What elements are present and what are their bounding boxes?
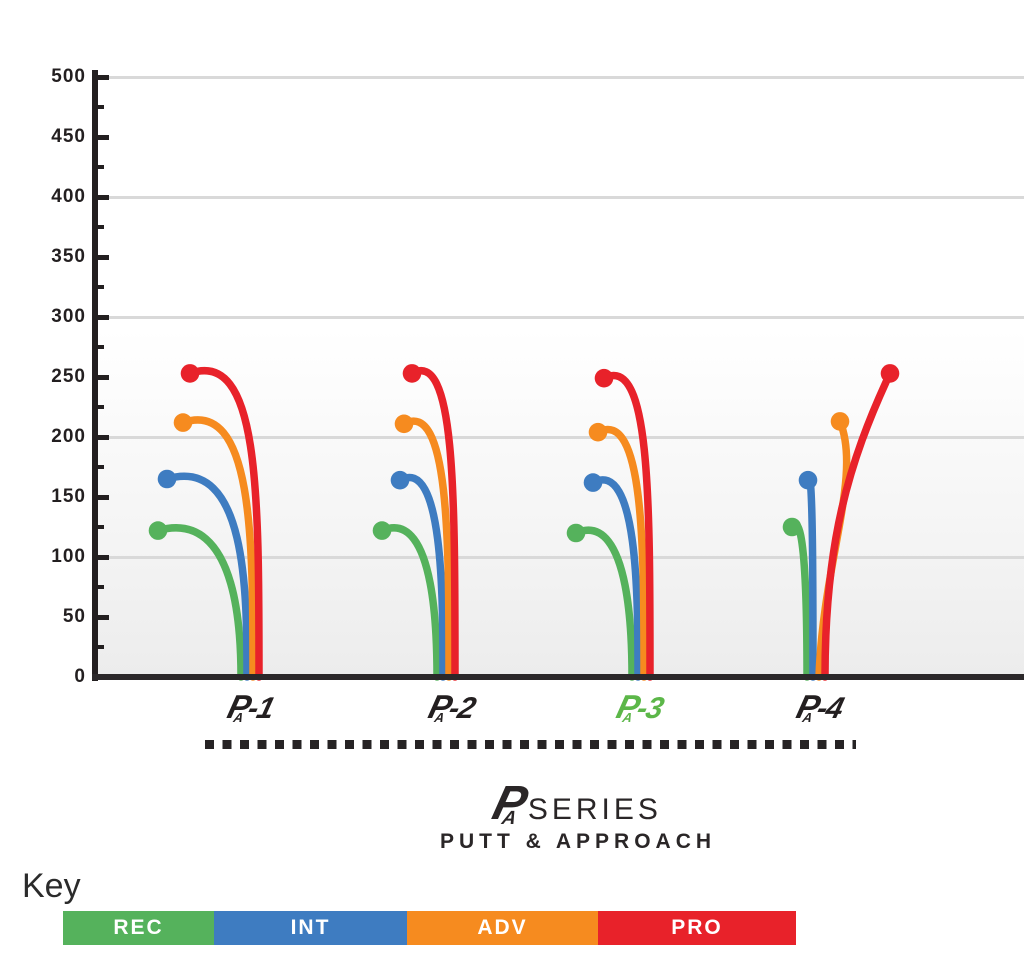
- y-axis-label-500: 500: [51, 66, 86, 87]
- x-axis-label-pa-4: PA-4: [793, 688, 848, 726]
- y-axis-label-50: 50: [62, 606, 86, 627]
- gridline-100: [98, 555, 1024, 559]
- key-segment-adv: ADV: [407, 911, 598, 945]
- key-segment-int: INT: [214, 911, 407, 945]
- series-word: SERIES: [527, 793, 662, 826]
- y-tick-50: [98, 614, 109, 620]
- flight-endpoint-pa-2-adv: [394, 414, 414, 434]
- y-tick-450: [98, 134, 109, 140]
- flight-path-pa-3-rec: [572, 526, 636, 681]
- pa-mark-icon: PA: [487, 777, 533, 830]
- flight-endpoint-pa-4-pro: [880, 364, 900, 383]
- x-axis-label-pa-3: PA-3: [613, 688, 668, 726]
- y-axis-label-300: 300: [51, 306, 86, 327]
- flight-path-pa-2-adv: [400, 417, 453, 681]
- dotted-divider: [205, 740, 856, 749]
- flight-path-pa-2-pro: [408, 367, 459, 681]
- y-tick-225: [98, 405, 104, 409]
- flight-endpoint-pa-2-rec: [372, 521, 392, 540]
- y-tick-500: [98, 74, 109, 80]
- flight-path-pa-1-rec: [154, 524, 245, 681]
- y-tick-200: [98, 434, 109, 440]
- key-segment-pro: PRO: [598, 911, 796, 945]
- flight-path-pa-3-adv: [594, 425, 648, 681]
- gridline-200: [98, 435, 1024, 439]
- gridline-300: [98, 315, 1024, 319]
- x-axis-label-pa-1: PA-1: [224, 688, 279, 726]
- y-tick-125: [98, 525, 104, 529]
- y-tick-325: [98, 285, 104, 289]
- y-axis-line: [92, 70, 98, 681]
- flight-path-pa-3-int: [589, 476, 642, 681]
- flight-endpoint-pa-2-int: [390, 470, 410, 490]
- flight-endpoint-pa-1-adv: [173, 413, 193, 432]
- flight-endpoint-pa-1-pro: [180, 364, 200, 383]
- y-tick-350: [98, 254, 109, 260]
- flight-path-pa-3-pro: [600, 372, 654, 681]
- key-legend-bar: REC INT ADV PRO: [63, 911, 796, 945]
- y-tick-300: [98, 314, 109, 320]
- y-tick-175: [98, 465, 104, 469]
- flight-endpoint-pa-4-int: [798, 470, 818, 490]
- flight-endpoint-pa-1-int: [157, 469, 177, 489]
- y-axis-label-250: 250: [51, 366, 86, 387]
- gridline-400: [98, 195, 1024, 199]
- series-logo: PA SERIES: [487, 776, 662, 831]
- x-axis-baseline: [92, 674, 1024, 680]
- flight-endpoint-pa-2-pro: [402, 364, 422, 383]
- y-axis-label-350: 350: [51, 246, 86, 267]
- y-axis-label-400: 400: [51, 186, 86, 207]
- y-axis-label-100: 100: [51, 546, 86, 567]
- y-tick-150: [98, 494, 109, 500]
- x-axis-label-pa-2: PA-2: [425, 688, 480, 726]
- flight-path-pa-1-int: [163, 472, 251, 681]
- flight-path-pa-1-adv: [179, 416, 257, 681]
- flight-path-pa-2-int: [396, 473, 447, 681]
- flight-path-pa-4-pro: [821, 369, 894, 681]
- y-axis-label-150: 150: [51, 486, 86, 507]
- y-axis-label-0: 0: [74, 666, 86, 687]
- y-tick-475: [98, 105, 104, 109]
- y-tick-275: [98, 345, 104, 349]
- flight-endpoint-pa-1-rec: [148, 521, 168, 540]
- y-tick-100: [98, 554, 109, 560]
- flight-endpoint-pa-3-pro: [594, 368, 614, 388]
- y-axis-label-200: 200: [51, 426, 86, 447]
- flight-endpoint-pa-3-int: [583, 473, 603, 492]
- flight-endpoint-pa-3-rec: [566, 523, 586, 543]
- y-tick-375: [98, 225, 104, 229]
- y-tick-25: [98, 645, 104, 649]
- y-axis-label-450: 450: [51, 126, 86, 147]
- flight-endpoint-pa-3-adv: [588, 422, 608, 442]
- y-tick-400: [98, 194, 109, 200]
- flight-path-pa-4-rec: [788, 520, 811, 681]
- key-segment-rec: REC: [63, 911, 214, 945]
- y-tick-75: [98, 585, 104, 589]
- flight-endpoint-pa-4-rec: [782, 517, 802, 537]
- y-tick-425: [98, 165, 104, 169]
- flight-path-pa-2-rec: [378, 524, 441, 681]
- flight-path-pa-1-pro: [186, 367, 263, 681]
- y-tick-250: [98, 374, 109, 380]
- series-subtitle: PUTT & APPROACH: [439, 830, 717, 853]
- gridline-500: [98, 75, 1024, 79]
- flight-endpoint-pa-4-adv: [830, 412, 850, 431]
- key-title: Key: [22, 867, 81, 905]
